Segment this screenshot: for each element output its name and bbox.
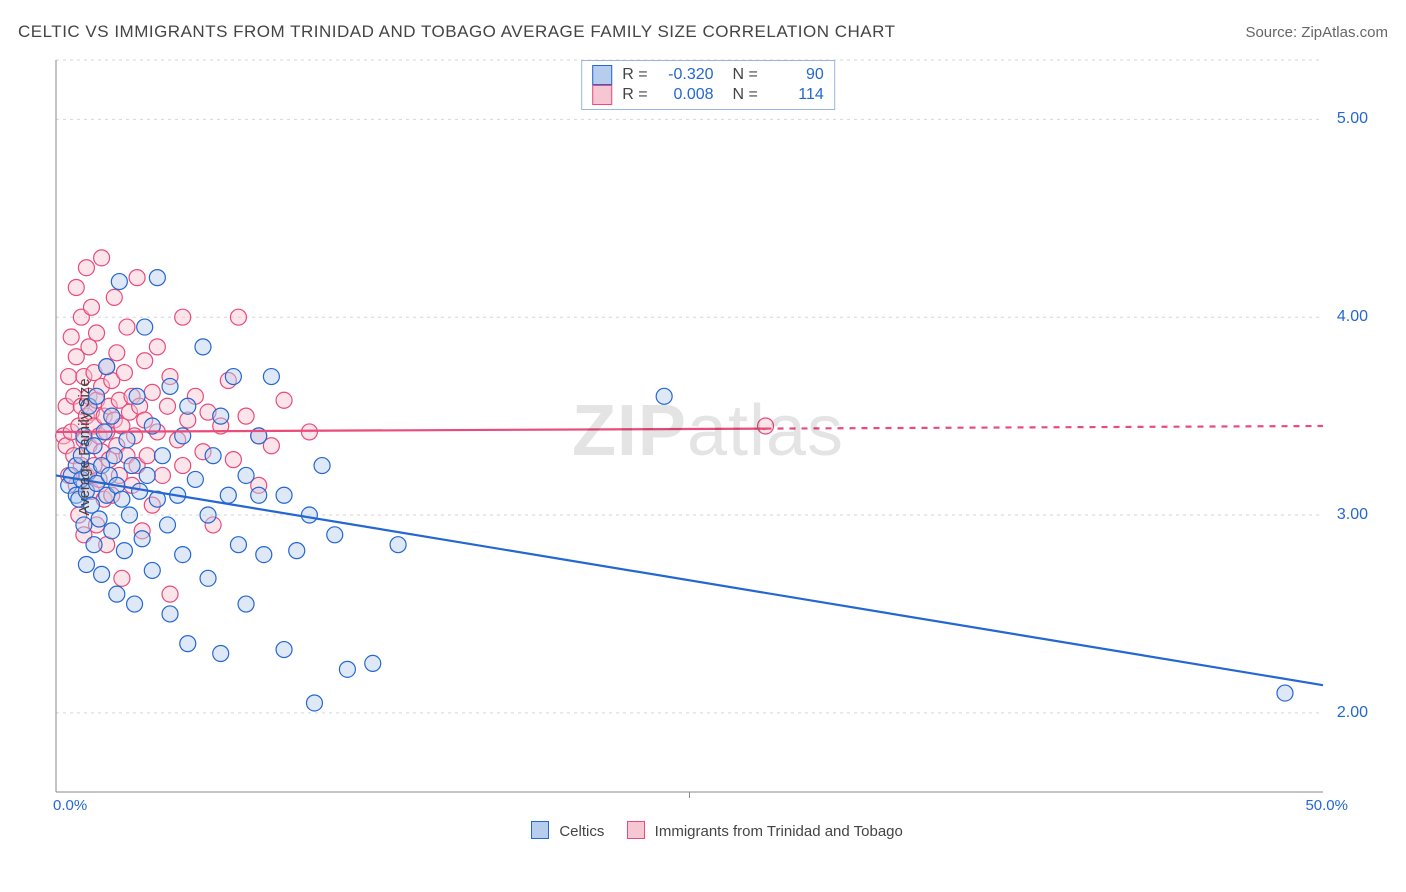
legend-swatch-celtics [531,821,549,839]
legend-swatch-blue [592,65,612,85]
stats-row-2: R =0.008 N =114 [592,85,824,105]
legend-swatch-immigrants [627,821,645,839]
legend-label-celtics: Celtics [559,823,604,840]
y-tick-label: 3.00 [1337,506,1368,524]
y-tick-label: 5.00 [1337,110,1368,128]
x-tick-right: 50.0% [1305,797,1348,814]
x-tick-left: 0.0% [53,797,87,814]
y-axis-label: Average Family Size [76,378,93,515]
legend-swatch-pink [592,85,612,105]
scatter-plot [38,52,1378,812]
y-tick-label: 4.00 [1337,308,1368,326]
chart-title: CELTIC VS IMMIGRANTS FROM TRINIDAD AND T… [18,22,895,42]
chart-source: Source: ZipAtlas.com [1245,24,1388,41]
stats-row-1: R =-0.320 N =90 [592,65,824,85]
stats-legend: R =-0.320 N =90 R =0.008 N =114 [581,60,835,110]
chart-area: Average Family Size ZIPatlas R =-0.320 N… [38,52,1378,842]
y-tick-label: 2.00 [1337,704,1368,722]
chart-header: CELTIC VS IMMIGRANTS FROM TRINIDAD AND T… [18,22,1388,42]
series-legend: Celtics Immigrants from Trinidad and Tob… [38,821,1378,840]
legend-label-immigrants: Immigrants from Trinidad and Tobago [655,823,903,840]
